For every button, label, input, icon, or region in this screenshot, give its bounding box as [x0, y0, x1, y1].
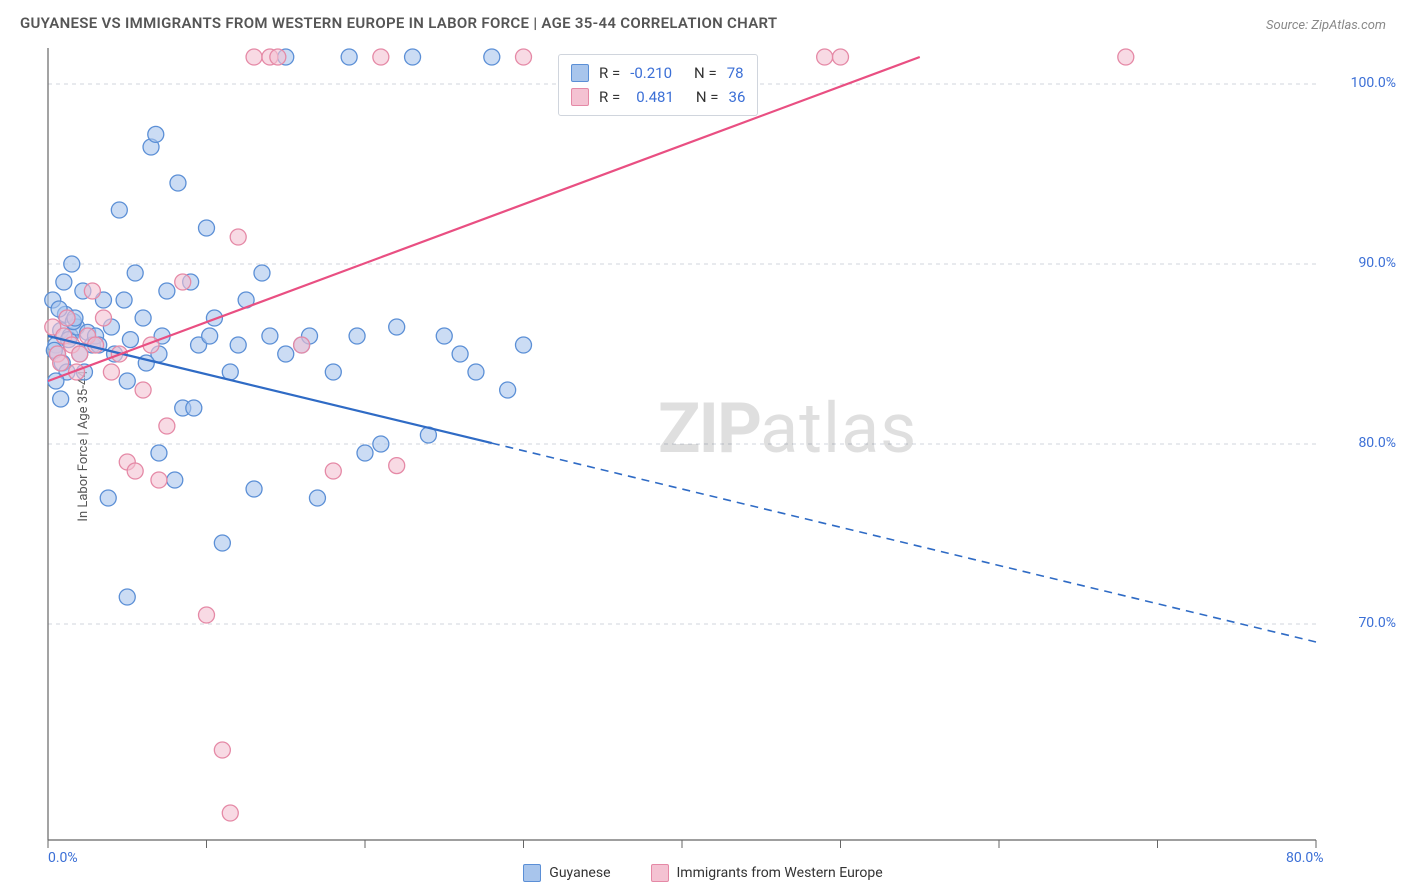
y-tick-label: 80.0% — [1358, 435, 1396, 451]
y-tick-label: 70.0% — [1358, 615, 1396, 631]
y-tick-label: 90.0% — [1358, 255, 1396, 271]
chart-area: ZIPatlas — [48, 48, 1316, 840]
stats-r-value-western-europe: 0.481 — [636, 85, 674, 109]
x-tick-label: 0.0% — [48, 850, 78, 866]
chart-title: GUYANESE VS IMMIGRANTS FROM WESTERN EURO… — [20, 14, 777, 32]
legend-swatch-western-europe — [651, 864, 669, 882]
stats-swatch-western-europe — [571, 88, 589, 106]
stats-n-value-guyanese: 78 — [727, 61, 744, 85]
stats-n-label: N = — [694, 61, 717, 85]
legend-label-guyanese: Guyanese — [549, 865, 610, 881]
stats-n-label: N = — [696, 85, 719, 109]
stats-n-value-western-europe: 36 — [729, 85, 746, 109]
legend-swatch-guyanese — [523, 864, 541, 882]
legend-item-guyanese: Guyanese — [523, 864, 610, 882]
stats-r-label: R = — [599, 61, 620, 85]
x-tick-label: 80.0% — [1286, 850, 1324, 866]
legend-label-western-europe: Immigrants from Western Europe — [677, 865, 883, 881]
stats-r-value-guyanese: -0.210 — [630, 61, 672, 85]
legend-item-western-europe: Immigrants from Western Europe — [651, 864, 883, 882]
correlation-stats-box: R = -0.210 N = 78 R = 0.481 N = 36 — [558, 54, 758, 116]
y-tick-label: 100.0% — [1351, 75, 1396, 91]
legend-bottom: Guyanese Immigrants from Western Europe — [0, 864, 1406, 882]
stats-swatch-guyanese — [571, 64, 589, 82]
source-label: Source: ZipAtlas.com — [1266, 18, 1386, 33]
stats-r-label: R = — [599, 85, 620, 109]
scatter-chart — [48, 48, 1316, 840]
stats-row-guyanese: R = -0.210 N = 78 — [571, 61, 745, 85]
stats-row-western-europe: R = 0.481 N = 36 — [571, 85, 745, 109]
